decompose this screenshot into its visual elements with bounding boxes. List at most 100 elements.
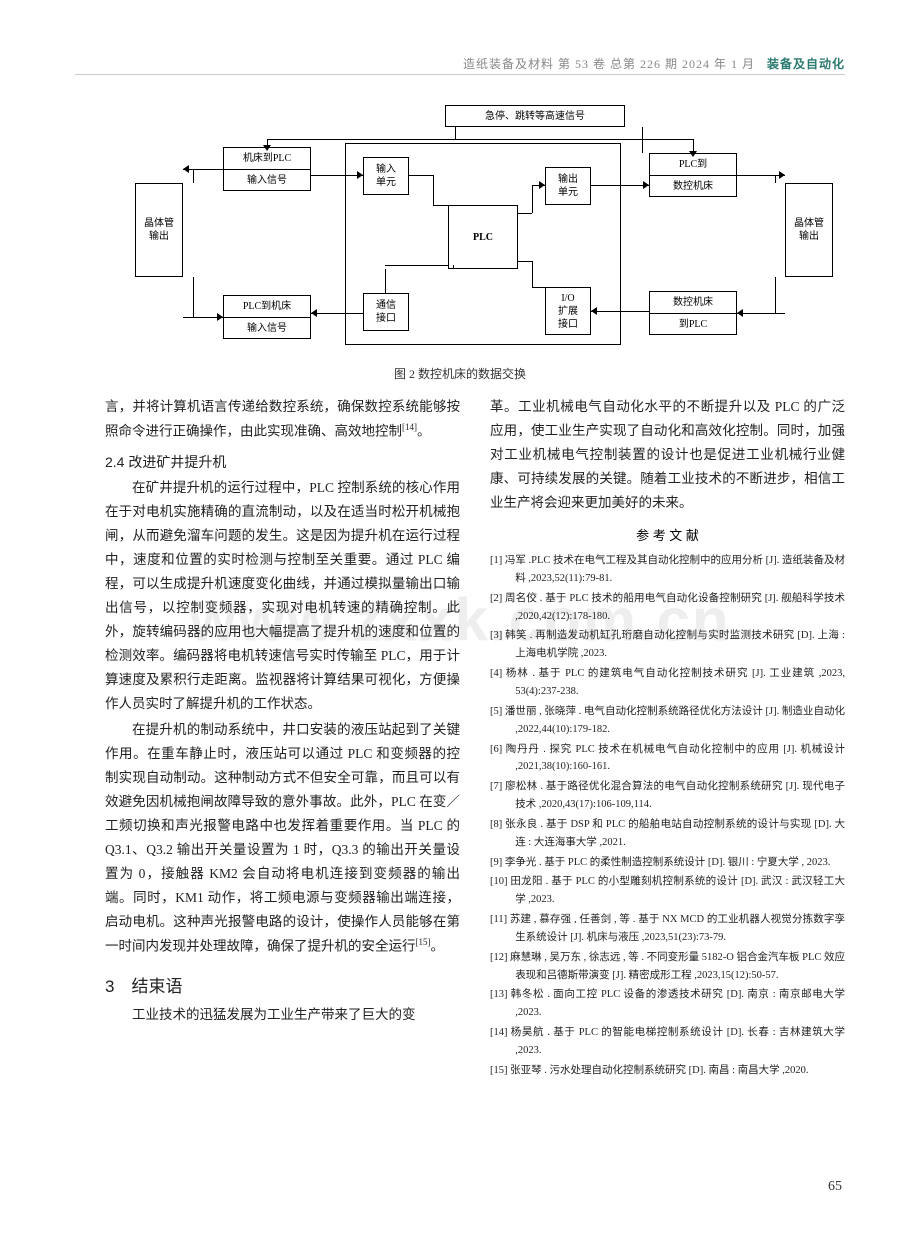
reference-item: [15] 张亚琴 . 污水处理自动化控制系统研究 [D]. 南昌 : 南昌大学 … [490, 1062, 845, 1080]
conn [267, 139, 643, 140]
box-right-transistor-text: 晶体管 输出 [794, 217, 824, 243]
page-header: 造纸装备及材料 第 53 卷 总第 226 期 2024 年 1 月 装备及自动… [463, 55, 845, 72]
heading-24: 2.4 改进矿井提升机 [105, 452, 460, 472]
box-input-unit: 输入 单元 [363, 157, 409, 195]
reference-item: [13] 韩冬松 . 面向工控 PLC 设备的渗透技术研究 [D]. 南京 : … [490, 986, 845, 1022]
para-1-end: 。 [417, 424, 431, 439]
heading-3: 3 结束语 [105, 972, 460, 997]
references-list: [1] 冯军 .PLC 技术在电气工程及其自动化控制中的应用分析 [J]. 造纸… [490, 552, 845, 1080]
conn [193, 169, 194, 183]
conn [518, 213, 532, 214]
reference-item: [7] 廖松林 . 基于路径优化混合算法的电气自动化控制系统研究 [J]. 现代… [490, 778, 845, 814]
conn [775, 175, 776, 183]
para-3-ref: [15] [416, 937, 431, 947]
conn [775, 277, 776, 313]
conn [385, 265, 448, 266]
conn [591, 311, 649, 312]
reference-item: [10] 田龙阳 . 基于 PLC 的小型雕刻机控制系统的设计 [D]. 武汉 … [490, 873, 845, 909]
arrow-down-icon [689, 151, 697, 157]
arrow-left-icon [183, 165, 189, 173]
reference-item: [12] 麻慧琳 , 吴万东 , 徐志远 , 等 . 不同变形量 5182-O … [490, 949, 845, 985]
conn [532, 287, 545, 288]
section-title: 装备及自动化 [767, 57, 845, 71]
box-right-transistor: 晶体管 输出 [785, 183, 833, 277]
column-left: 言，并将计算机语言传递给数控系统，确保数控系统能够按照命令进行正确操作，由此实现… [105, 395, 460, 1082]
conn [385, 269, 386, 293]
conn [433, 175, 434, 205]
arrow-left-icon [591, 307, 597, 315]
header-rule [75, 74, 845, 75]
box-machine-to-plc-b: 输入信号 [224, 170, 310, 191]
box-cnc-to-plc: 数控机床 到PLC [649, 291, 737, 335]
conn [409, 175, 433, 176]
box-plc-to-cnc: PLC到 数控机床 [649, 153, 737, 197]
arrow-right-icon [779, 171, 785, 179]
conn [433, 205, 448, 206]
box-output-unit-text: 输出 单元 [558, 173, 578, 199]
para-4: 工业技术的迅猛发展为工业生产带来了巨大的变 [105, 1003, 460, 1027]
conn [455, 127, 456, 139]
arrow-right-icon [357, 171, 363, 179]
conn [183, 169, 223, 170]
reference-item: [11] 苏建 , 慕存强 , 任善剑 , 等 . 基于 NX MCD 的工业机… [490, 911, 845, 947]
para-continue: 革。工业机械电气自动化水平的不断提升以及 PLC 的广泛应用，使工业生产实现了自… [490, 395, 845, 515]
references-title: 参 考 文 献 [490, 525, 845, 544]
conn [532, 185, 533, 213]
box-comm: 通信 接口 [363, 293, 409, 331]
reference-item: [8] 张永良 . 基于 DSP 和 PLC 的船舶电站自动控制系统的设计与实现… [490, 816, 845, 852]
box-plc-text: PLC [473, 231, 493, 244]
arrow-down-icon [263, 145, 271, 151]
reference-item: [3] 韩笑 . 再制造发动机缸孔珩磨自动化控制与实时监测技术研究 [D]. 上… [490, 627, 845, 663]
arrow-right-icon [643, 181, 649, 189]
reference-item: [1] 冯军 .PLC 技术在电气工程及其自动化控制中的应用分析 [J]. 造纸… [490, 552, 845, 588]
figure-caption: 图 2 数控机床的数据交换 [0, 365, 920, 382]
box-output-unit: 输出 单元 [545, 167, 591, 205]
box-plc-to-cnc-b: 数控机床 [650, 176, 736, 197]
conn [193, 277, 194, 317]
para-1-text: 言，并将计算机语言传递给数控系统，确保数控系统能够按照命令进行正确操作，由此实现… [105, 399, 460, 439]
conn [311, 175, 363, 176]
arrow-left-icon [737, 309, 743, 317]
box-plc: PLC [448, 205, 518, 269]
box-ioext-text: I/O 扩展 接口 [558, 292, 578, 331]
figure-2-diagram: 急停、跳转等高速信号 晶体管 输出 晶体管 输出 机床到PLC 输入信号 PLC… [205, 105, 765, 360]
conn [591, 185, 649, 186]
box-cnc-to-plc-b: 到PLC [650, 314, 736, 335]
para-3-text: 在提升机的制动系统中，井口安装的液压站起到了关键作用。在重车静止时，液压站可以通… [105, 722, 460, 954]
content-columns: 言，并将计算机语言传递给数控系统，确保数控系统能够按照命令进行正确操作，由此实现… [105, 395, 845, 1082]
para-1-ref: [14] [402, 422, 417, 432]
arrow-right-icon [539, 181, 545, 189]
reference-item: [9] 李争光 . 基于 PLC 的柔性制造控制系统设计 [D]. 银川 : 宁… [490, 854, 845, 872]
box-top-signal: 急停、跳转等高速信号 [445, 105, 625, 127]
reference-item: [14] 杨昊航 . 基于 PLC 的智能电梯控制系统设计 [D]. 长春 : … [490, 1024, 845, 1060]
para-2: 在矿井提升机的运行过程中，PLC 控制系统的核心作用在于对电机实施精确的直流制动… [105, 476, 460, 716]
reference-item: [6] 陶丹丹 . 探究 PLC 技术在机械电气自动化控制中的应用 [J]. 机… [490, 741, 845, 777]
column-right: 革。工业机械电气自动化水平的不断提升以及 PLC 的广泛应用，使工业生产实现了自… [490, 395, 845, 1082]
box-cnc-to-plc-a: 数控机床 [650, 292, 736, 314]
box-plc-to-machine-a: PLC到机床 [224, 296, 310, 318]
box-left-transistor: 晶体管 输出 [135, 183, 183, 277]
para-1: 言，并将计算机语言传递给数控系统，确保数控系统能够按照命令进行正确操作，由此实现… [105, 395, 460, 444]
conn [642, 127, 643, 153]
arrow-left-icon [311, 309, 317, 317]
reference-item: [4] 杨林 . 基于 PLC 的建筑电气自动化控制技术研究 [J]. 工业建筑… [490, 665, 845, 701]
conn [625, 139, 693, 140]
para-3-end: 。 [431, 938, 445, 953]
conn [518, 261, 532, 262]
box-plc-to-machine-b: 输入信号 [224, 318, 310, 339]
conn [453, 265, 454, 269]
reference-item: [5] 潘世丽 , 张晓萍 . 电气自动化控制系统路径优化方法设计 [J]. 制… [490, 703, 845, 739]
box-left-transistor-text: 晶体管 输出 [144, 217, 174, 243]
reference-item: [2] 周名佼 . 基于 PLC 技术的船用电气自动化设备控制研究 [J]. 舰… [490, 590, 845, 626]
conn [532, 261, 533, 287]
conn [737, 313, 785, 314]
box-machine-to-plc: 机床到PLC 输入信号 [223, 147, 311, 191]
conn [737, 175, 785, 176]
conn [311, 313, 363, 314]
box-input-unit-text: 输入 单元 [376, 163, 396, 189]
arrow-right-icon [217, 313, 223, 321]
box-ioext: I/O 扩展 接口 [545, 287, 591, 335]
journal-info: 造纸装备及材料 第 53 卷 总第 226 期 2024 年 1 月 [463, 57, 755, 71]
para-3: 在提升机的制动系统中，井口安装的液压站起到了关键作用。在重车静止时，液压站可以通… [105, 718, 460, 959]
box-top-signal-text: 急停、跳转等高速信号 [485, 110, 585, 123]
